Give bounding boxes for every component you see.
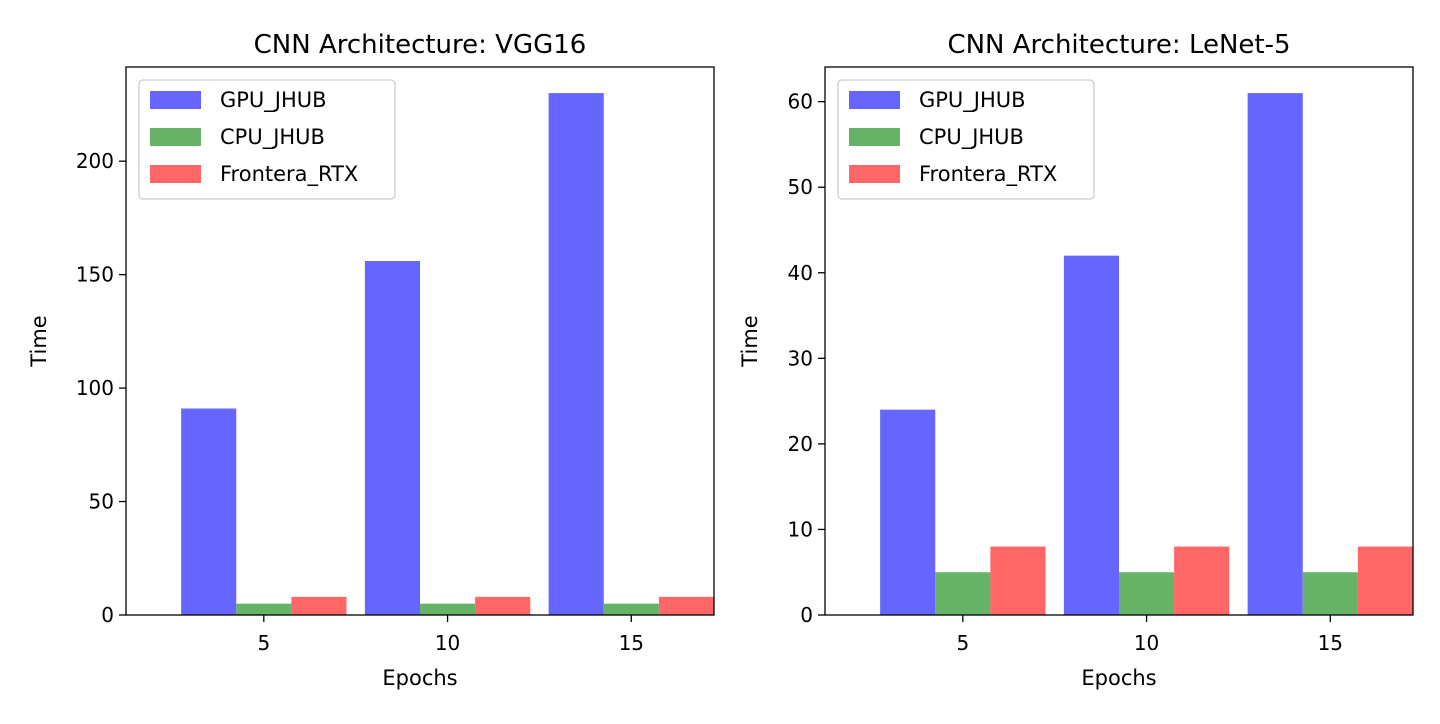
bar-cpu-jhub-15 [1302,572,1358,615]
bar-gpu-jhub-5 [880,409,936,615]
chart-panel-lenet5: 0 10 20 30 40 50 60 5 10 15 CNN Architecture: LeNe… [738,30,1414,690]
y-tick-label: 60 [788,90,813,114]
y-tick-label: 40 [788,261,813,285]
legend-frame [837,79,1095,200]
y-tick-label: 50 [788,175,813,199]
bar-gpu-jhub-10 [364,261,420,615]
bar-gpu-jhub-15 [1247,93,1303,616]
x-tick-label: 10 [1134,631,1159,655]
bar-frontera-rtx-10 [475,596,531,615]
chart-panel-vgg16: 0 50 100 150 200 5 10 15 CNN Architecture: VGG16… [27,30,715,690]
y-tick-label: 10 [788,517,813,541]
bar-cpu-jhub-5 [236,603,292,615]
y-tick-label: 200 [76,149,114,173]
y-tick-label: 30 [788,346,813,370]
y-tick-label: 0 [101,603,114,627]
x-tick-label: 10 [435,631,460,655]
axes-frame [824,66,1414,616]
legend-swatch-cpu-jhub [150,128,201,146]
bar-frontera-rtx-10 [1174,546,1230,615]
legend-swatch-frontera-rtx [150,165,201,183]
axes-frame [125,66,715,616]
bar-cpu-jhub-10 [420,603,476,615]
bar-gpu-jhub-15 [548,93,604,616]
bar-gpu-jhub-5 [181,408,237,615]
bar-frontera-rtx-5 [990,546,1046,615]
legend-swatch-gpu-jhub [150,91,201,109]
bar-frontera-rtx-5 [291,596,347,615]
x-axis-label: Epochs [382,666,457,690]
legend-swatch-gpu-jhub [849,91,900,109]
x-tick-label: 15 [619,631,644,655]
bar-frontera-rtx-15 [1357,546,1414,615]
y-tick-label: 100 [76,376,114,400]
legend-swatch-frontera-rtx [849,165,900,183]
y-tick-label: 20 [788,432,813,456]
bar-frontera-rtx-15 [658,596,714,615]
bar-cpu-jhub-15 [603,603,659,615]
x-axis-label: Epochs [1081,666,1156,690]
x-tick-label: 5 [956,631,969,655]
x-tick-label: 15 [1318,631,1343,655]
y-tick-label: 50 [89,490,114,514]
legend-label-gpu-jhub: GPU_JHUB [220,88,327,113]
legend: GPU_JHUB CPU_JHUB Frontera_RTX [837,79,1095,200]
legend-label-gpu-jhub: GPU_JHUB [919,88,1026,113]
y-tick-label: 150 [76,263,114,287]
legend-label-frontera-rtx: Frontera_RTX [220,162,358,187]
chart-title: CNN Architecture: VGG16 [254,30,587,60]
y-tick-label: 0 [800,603,813,627]
legend: GPU_JHUB CPU_JHUB Frontera_RTX [138,79,396,200]
x-tick-label: 5 [257,631,270,655]
bar-cpu-jhub-10 [1119,572,1175,615]
chart-title: CNN Architecture: LeNet-5 [947,30,1290,60]
bar-cpu-jhub-5 [935,572,991,615]
y-axis-label: Time [27,315,51,367]
bar-gpu-jhub-10 [1063,255,1120,615]
legend-frame [138,79,396,200]
legend-swatch-cpu-jhub [849,128,900,146]
y-axis-label: Time [738,315,762,367]
legend-label-cpu-jhub: CPU_JHUB [919,125,1024,150]
legend-label-frontera-rtx: Frontera_RTX [919,162,1057,187]
legend-label-cpu-jhub: CPU_JHUB [220,125,325,150]
